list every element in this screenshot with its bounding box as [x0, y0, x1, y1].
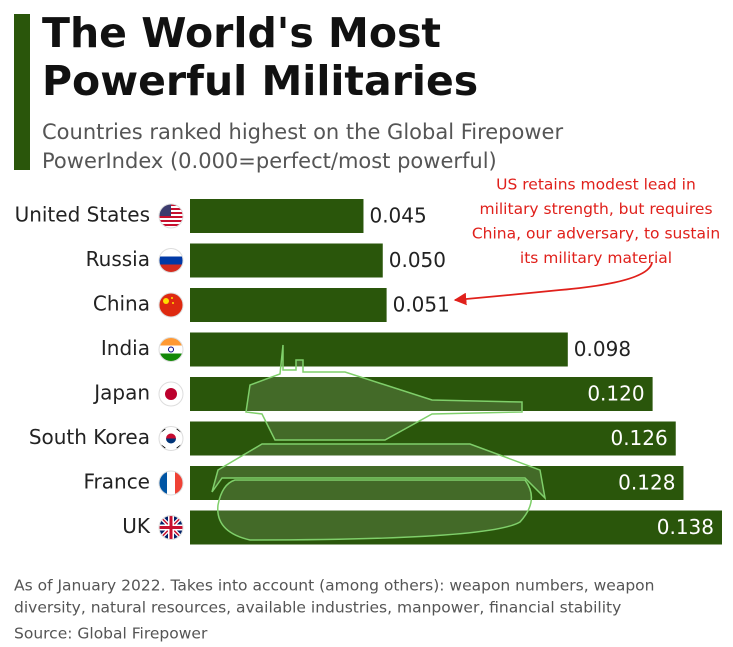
value-label: 0.051: [393, 293, 450, 317]
flag: [171, 297, 173, 299]
note: As of January 2022. Takes into account (…: [14, 577, 654, 595]
value-label: 0.120: [587, 382, 644, 406]
flag-border: [158, 515, 184, 540]
flag-border: [158, 470, 184, 496]
flag: [175, 471, 183, 495]
flag-border: [158, 426, 184, 451]
chart-title: Powerful Militaries: [42, 57, 478, 105]
flag: [159, 515, 183, 540]
bar: [190, 510, 722, 545]
flag: [159, 353, 183, 362]
flag: [167, 471, 175, 495]
flag: [172, 302, 174, 304]
subtitle: PowerIndex (0.000=perfect/most powerful): [42, 149, 497, 173]
category-label: Japan: [92, 381, 150, 405]
value-label: 0.126: [610, 426, 667, 450]
labels: United States 0.045 Russia 0.050 China 0.051 I…: [15, 203, 714, 540]
flag: [159, 471, 183, 495]
flag: [159, 345, 183, 354]
flag: [163, 298, 169, 304]
flag: [159, 220, 183, 222]
category-label: France: [83, 470, 150, 494]
bar: [190, 466, 684, 500]
category-label: United States: [15, 203, 150, 227]
value-label: 0.045: [369, 204, 426, 228]
chart-title: The World's Most: [42, 9, 441, 57]
value-label: 0.138: [657, 515, 714, 539]
bars: [190, 199, 722, 545]
flag: [165, 388, 177, 400]
flag: [159, 382, 183, 406]
flag: [159, 337, 183, 346]
flag-border: [158, 248, 184, 273]
value-label: 0.128: [618, 471, 675, 495]
flag: [159, 264, 183, 273]
flag: [166, 438, 176, 444]
bar: [190, 288, 387, 322]
flag: [159, 337, 183, 362]
annotation-text: its military material: [520, 249, 672, 267]
flag: [159, 471, 167, 495]
flag: [159, 224, 183, 226]
value-label: 0.050: [389, 248, 446, 272]
flag: [159, 248, 183, 257]
annotation-text: military strength, but requires: [479, 200, 712, 218]
category-label: UK: [122, 514, 151, 538]
bar: [190, 243, 383, 278]
bar: [190, 421, 676, 456]
flag: [159, 293, 183, 317]
flag-border: [158, 292, 184, 318]
note: diversity, natural resources, available …: [14, 599, 621, 617]
category-label: China: [93, 292, 150, 316]
bar: [190, 199, 364, 233]
flag: [168, 346, 174, 353]
flag: [159, 216, 183, 218]
flag-border: [158, 381, 184, 407]
subtitle: Countries ranked highest on the Global F…: [42, 120, 563, 144]
flag: [159, 248, 183, 273]
flag-border: [158, 337, 184, 362]
flag-border: [158, 203, 184, 229]
annotation-text: US retains modest lead in: [496, 176, 696, 194]
bar: [190, 377, 653, 411]
bar: [190, 332, 568, 367]
tank-illustration: [211, 344, 547, 541]
flag: [166, 433, 176, 439]
value-label: 0.098: [574, 337, 631, 361]
annotation-text: China, our adversary, to sustain: [472, 225, 720, 243]
flag: [159, 515, 183, 540]
flag: [159, 256, 183, 265]
category-label: Russia: [86, 247, 150, 271]
title-accent: [14, 14, 30, 170]
category-label: India: [101, 336, 150, 360]
annotation-arrow: [453, 261, 653, 306]
source: Source: Global Firepower: [14, 625, 208, 643]
annotation: US retains modest lead in military streng…: [472, 176, 720, 268]
category-label: South Korea: [29, 425, 150, 449]
